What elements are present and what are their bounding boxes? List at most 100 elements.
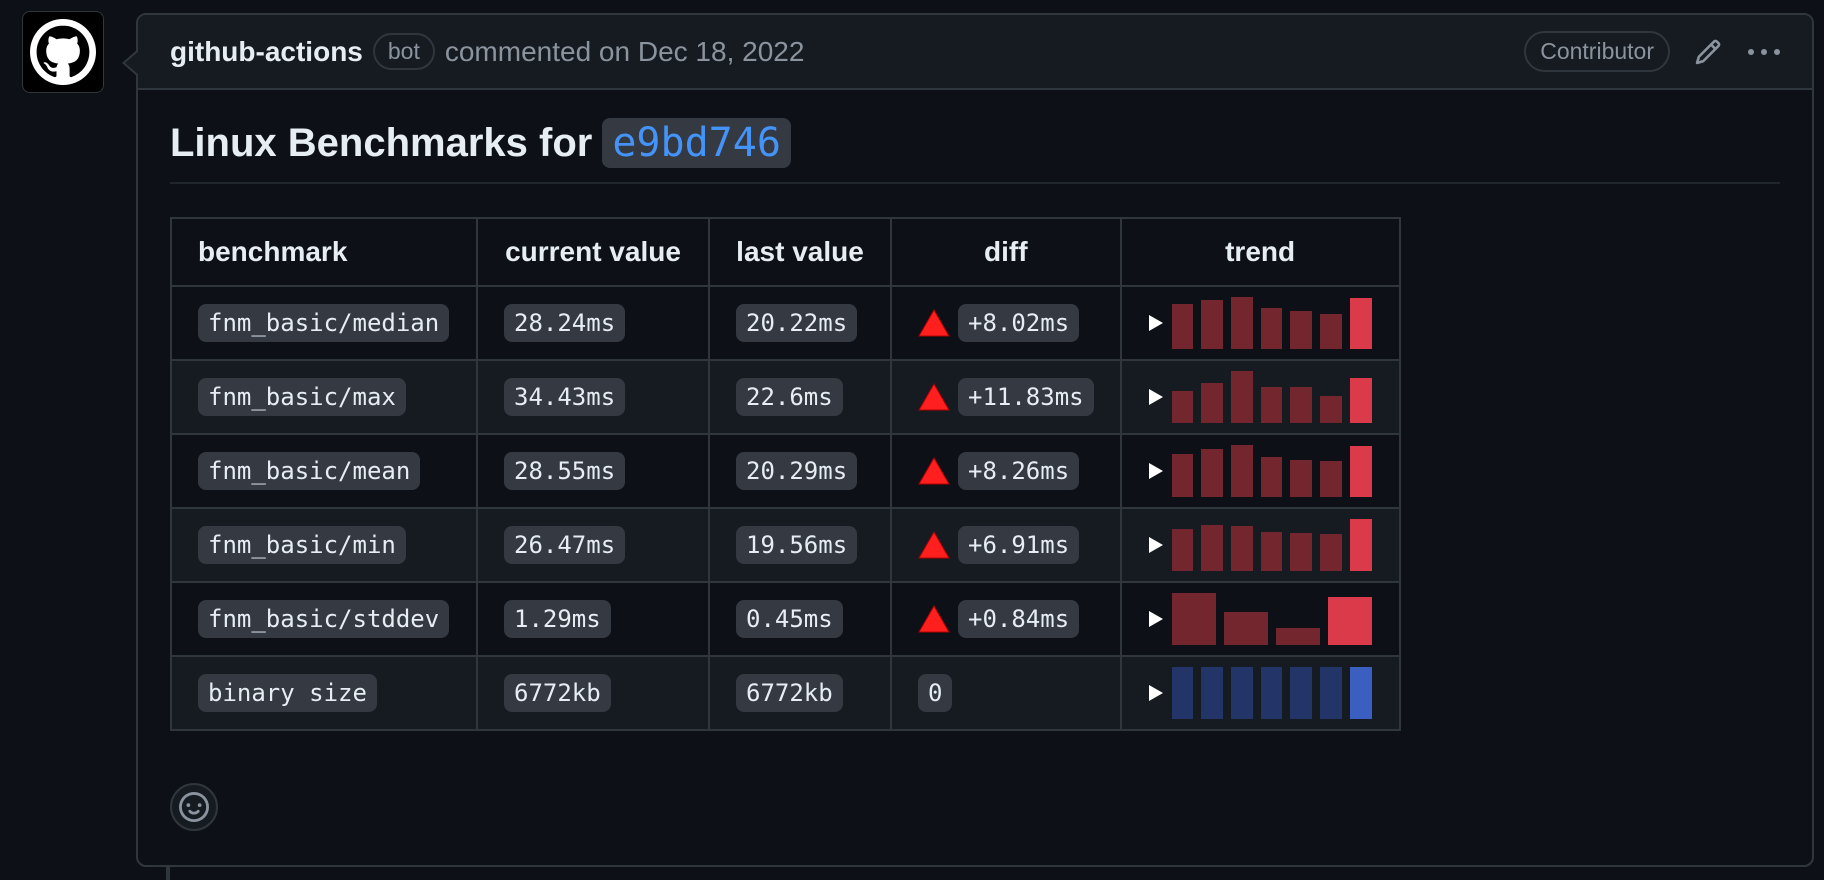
- benchmark-name-cell: fnm_basic/median: [170, 285, 478, 361]
- diff-cell: +6.91ms: [890, 507, 1122, 583]
- current-value-cell: 1.29ms: [476, 581, 710, 657]
- timeline-line: [166, 860, 170, 880]
- trend-bar: [1171, 593, 1216, 645]
- author-link[interactable]: github-actions: [170, 35, 363, 67]
- diff-cell: +8.02ms: [890, 285, 1122, 361]
- table-row: fnm_basic/max 34.43ms 22.6ms +11.83ms: [170, 359, 1401, 435]
- table-row: binary size 6772kb 6772kb 0: [170, 655, 1401, 731]
- trend-bar: [1290, 311, 1313, 349]
- trend-bar: [1223, 611, 1268, 645]
- current-value-cell: 28.55ms: [476, 433, 710, 509]
- benchmark-name-cell: fnm_basic/mean: [170, 433, 478, 509]
- github-octocat-icon: [30, 19, 96, 85]
- disclosure-triangle-icon[interactable]: [1148, 462, 1164, 480]
- trend-sparkline: [1171, 371, 1372, 423]
- trend-bar: [1171, 391, 1194, 423]
- trend-bar: [1171, 667, 1194, 719]
- trend-bar: [1171, 529, 1194, 571]
- current-value: 34.43ms: [504, 378, 626, 416]
- benchmark-name: fnm_basic/max: [198, 378, 406, 416]
- last-value: 19.56ms: [736, 526, 858, 564]
- disclosure-triangle-icon[interactable]: [1148, 536, 1164, 554]
- benchmark-name: fnm_basic/mean: [198, 452, 421, 490]
- trend-bar: [1260, 532, 1283, 571]
- last-value-cell: 0.45ms: [708, 581, 892, 657]
- trend-bar: [1349, 445, 1372, 497]
- current-value: 1.29ms: [504, 600, 611, 638]
- trend-bar: [1260, 457, 1283, 497]
- trend-bar: [1327, 597, 1372, 645]
- trend-bar: [1231, 667, 1253, 719]
- trend-bar: [1290, 667, 1313, 719]
- disclosure-triangle-icon[interactable]: [1148, 314, 1164, 332]
- trend-bar: [1201, 525, 1223, 571]
- trend-bar: [1320, 534, 1342, 571]
- last-value-cell: 22.6ms: [708, 359, 892, 435]
- col-benchmark: benchmark: [170, 217, 478, 287]
- benchmark-name-cell: fnm_basic/max: [170, 359, 478, 435]
- trend-bar: [1201, 667, 1223, 719]
- trend-bar: [1320, 460, 1342, 497]
- comment-header: github-actions bot commented on Dec 18, …: [138, 15, 1812, 90]
- last-value: 6772kb: [736, 674, 843, 712]
- trend-sparkline: [1171, 593, 1372, 645]
- last-value: 22.6ms: [736, 378, 843, 416]
- benchmark-name-cell: fnm_basic/stddev: [170, 581, 478, 657]
- diff-value: +6.91ms: [958, 526, 1080, 564]
- col-current-value: current value: [476, 217, 710, 287]
- trend-bar: [1231, 297, 1253, 349]
- title-text: Linux Benchmarks for: [170, 120, 593, 165]
- disclosure-triangle-icon[interactable]: [1148, 388, 1164, 406]
- trend-bar: [1349, 377, 1372, 423]
- trend-bar: [1320, 396, 1342, 423]
- current-value: 26.47ms: [504, 526, 626, 564]
- trend-bar: [1260, 387, 1283, 423]
- trend-cell: [1119, 581, 1401, 657]
- red-triangle-up-icon: [918, 383, 950, 411]
- last-value-cell: 20.29ms: [708, 433, 892, 509]
- trend-bar: [1201, 448, 1223, 497]
- red-triangle-up-icon: [918, 531, 950, 559]
- trend-sparkline: [1171, 297, 1372, 349]
- trend-bar: [1231, 371, 1253, 423]
- last-value: 20.22ms: [736, 304, 858, 342]
- smiley-icon: [179, 792, 209, 822]
- comment-timestamp[interactable]: commented on Dec 18, 2022: [444, 35, 805, 67]
- edit-button[interactable]: [1694, 38, 1722, 66]
- kebab-horizontal-icon: [1748, 48, 1780, 55]
- trend-bar: [1201, 300, 1223, 349]
- current-value-cell: 34.43ms: [476, 359, 710, 435]
- diff-value: +0.84ms: [958, 600, 1080, 638]
- commit-sha[interactable]: e9bd746: [602, 118, 791, 168]
- add-reaction-button[interactable]: [170, 783, 218, 831]
- table-row: fnm_basic/stddev 1.29ms 0.45ms +0.84ms: [170, 581, 1401, 657]
- comment-box: github-actions bot commented on Dec 18, …: [122, 13, 1814, 867]
- trend-cell: [1119, 359, 1401, 435]
- red-triangle-up-icon: [918, 605, 950, 633]
- benchmark-name: fnm_basic/median: [198, 304, 450, 342]
- trend-bar: [1320, 313, 1342, 349]
- contributor-badge: Contributor: [1524, 31, 1670, 72]
- table-row: fnm_basic/mean 28.55ms 20.29ms +8.26ms: [170, 433, 1401, 509]
- benchmark-name-cell: fnm_basic/min: [170, 507, 478, 583]
- trend-bar: [1260, 667, 1283, 719]
- trend-cell: [1119, 433, 1401, 509]
- trend-cell: [1119, 285, 1401, 361]
- benchmark-name-cell: binary size: [170, 655, 478, 731]
- disclosure-triangle-icon[interactable]: [1148, 684, 1164, 702]
- last-value: 0.45ms: [736, 600, 843, 638]
- trend-bar: [1171, 453, 1194, 497]
- red-triangle-up-icon: [918, 457, 950, 485]
- disclosure-triangle-icon[interactable]: [1148, 610, 1164, 628]
- benchmark-name: fnm_basic/stddev: [198, 600, 450, 638]
- current-value: 6772kb: [504, 674, 611, 712]
- diff-cell: +11.83ms: [890, 359, 1122, 435]
- last-value: 20.29ms: [736, 452, 858, 490]
- table-row: fnm_basic/median 28.24ms 20.22ms +8.02ms: [170, 285, 1401, 361]
- github-avatar[interactable]: [22, 11, 104, 93]
- trend-bar: [1231, 526, 1253, 571]
- more-options-button[interactable]: [1746, 46, 1782, 58]
- trend-cell: [1119, 655, 1401, 731]
- trend-sparkline: [1171, 445, 1372, 497]
- table-row: fnm_basic/min 26.47ms 19.56ms +6.91ms: [170, 507, 1401, 583]
